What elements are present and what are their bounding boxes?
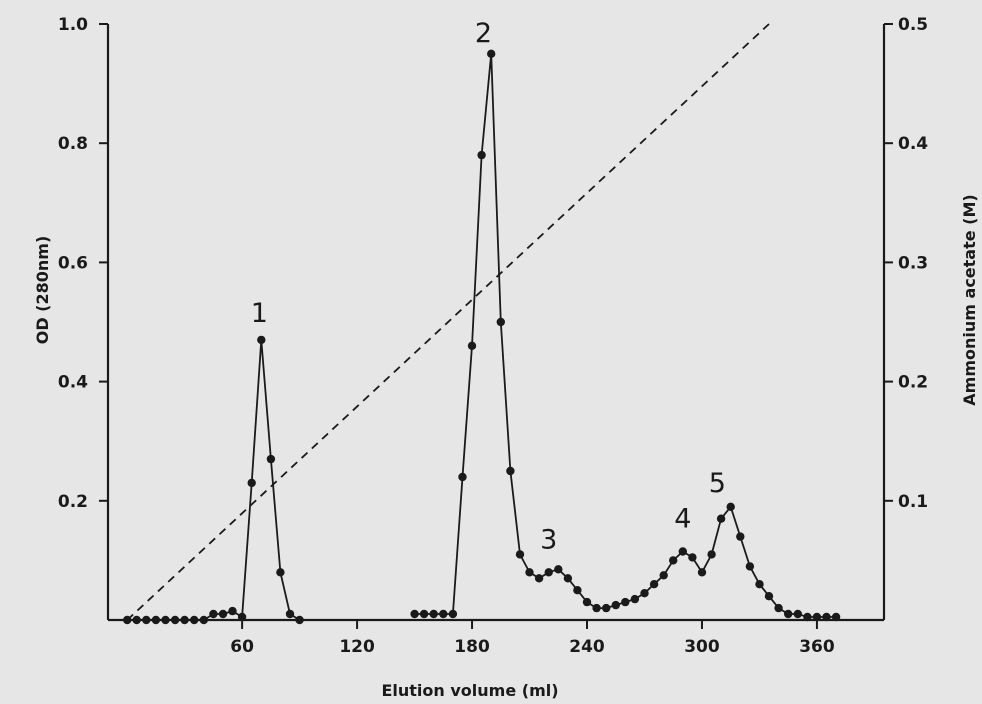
- data-point: [477, 150, 486, 160]
- od-line: [127, 339, 301, 621]
- data-point: [716, 514, 726, 523]
- data-point: [640, 589, 649, 598]
- y2-tick-label: 0.1: [898, 492, 928, 512]
- data-point: [180, 615, 189, 625]
- data-point: [755, 580, 764, 589]
- data-point: [784, 609, 793, 619]
- data-series: [123, 23, 841, 625]
- data-point: [151, 615, 161, 625]
- data-point: [295, 615, 304, 625]
- y2-axis-title: Ammonium acetate (M): [960, 194, 979, 405]
- data-point: [419, 609, 429, 619]
- data-point: [525, 568, 534, 577]
- peak-label: 1: [251, 298, 268, 329]
- data-point: [803, 612, 812, 622]
- data-point: [142, 615, 151, 625]
- data-point: [563, 574, 573, 583]
- x-tick-label: 180: [454, 637, 490, 657]
- y2-tick-label: 0.4: [898, 134, 928, 154]
- data-point: [448, 609, 458, 619]
- data-point: [736, 532, 745, 541]
- y2-tick-label: 0.2: [898, 373, 928, 393]
- peak-label: 4: [674, 504, 691, 535]
- y2-tick-label: 0.5: [898, 15, 928, 35]
- data-point: [544, 568, 553, 577]
- data-point: [410, 609, 419, 619]
- data-point: [649, 580, 659, 589]
- data-point: [707, 550, 716, 559]
- axes: [106, 24, 886, 622]
- data-point: [458, 472, 467, 482]
- data-point: [257, 335, 266, 345]
- data-point: [602, 603, 611, 613]
- data-point: [678, 547, 687, 556]
- tick-marks: [99, 23, 893, 629]
- data-point: [573, 586, 582, 595]
- data-point: [592, 603, 601, 613]
- data-point: [487, 49, 496, 58]
- y-tick-label: 0.4: [58, 373, 88, 393]
- data-point: [515, 550, 525, 559]
- tick-labels: 60 120 180 240 300 360 0.2 0.4 0.6 0.8 1.0 0.1 0.2 0.…: [58, 15, 928, 657]
- data-point: [429, 609, 438, 619]
- data-point: [467, 341, 477, 350]
- peak-label: 2: [475, 18, 492, 49]
- y-axis-title: OD (280nm): [33, 236, 52, 345]
- x-tick-label: 360: [799, 637, 835, 657]
- data-point: [726, 502, 735, 511]
- data-point: [276, 568, 285, 577]
- data-point: [669, 556, 678, 565]
- y-tick-label: 0.8: [58, 134, 88, 154]
- data-point: [266, 454, 276, 464]
- data-point: [764, 592, 774, 601]
- gradient-line: [126, 23, 770, 621]
- data-point: [237, 612, 247, 622]
- data-point: [496, 317, 505, 327]
- od-line: [414, 53, 837, 618]
- data-point: [659, 571, 668, 580]
- x-tick-label: 240: [569, 637, 605, 657]
- data-point: [285, 609, 295, 619]
- data-point: [209, 609, 218, 619]
- x-tick-label: 60: [230, 637, 254, 657]
- data-point: [745, 562, 755, 571]
- data-point: [228, 606, 237, 616]
- data-point: [621, 597, 630, 607]
- data-point: [170, 615, 180, 625]
- y-tick-label: 1.0: [58, 15, 88, 35]
- data-point: [630, 594, 640, 604]
- data-point: [161, 615, 170, 625]
- data-point: [506, 466, 515, 476]
- data-point: [697, 568, 707, 577]
- data-point: [554, 565, 563, 574]
- data-point: [831, 612, 841, 622]
- y-tick-label: 0.6: [58, 253, 88, 273]
- data-point: [132, 615, 141, 625]
- data-point: [611, 600, 620, 610]
- y-tick-label: 0.2: [58, 492, 88, 512]
- data-point: [582, 597, 592, 607]
- data-point: [247, 478, 256, 488]
- data-point: [534, 574, 544, 583]
- x-axis-title: Elution volume (ml): [381, 681, 558, 700]
- data-point: [822, 612, 831, 622]
- data-point: [688, 553, 697, 562]
- y2-tick-label: 0.3: [898, 253, 928, 273]
- data-point: [199, 615, 208, 625]
- peak-annotations: 1 2 3 45: [251, 18, 726, 556]
- data-point: [812, 612, 822, 622]
- peak-label: 5: [709, 468, 726, 499]
- peak-label: 3: [540, 525, 557, 556]
- data-point: [793, 609, 802, 619]
- x-tick-label: 120: [339, 637, 375, 657]
- data-point: [774, 603, 783, 613]
- x-tick-label: 300: [684, 637, 720, 657]
- data-point: [439, 609, 448, 619]
- data-point: [218, 609, 228, 619]
- data-point: [190, 615, 199, 625]
